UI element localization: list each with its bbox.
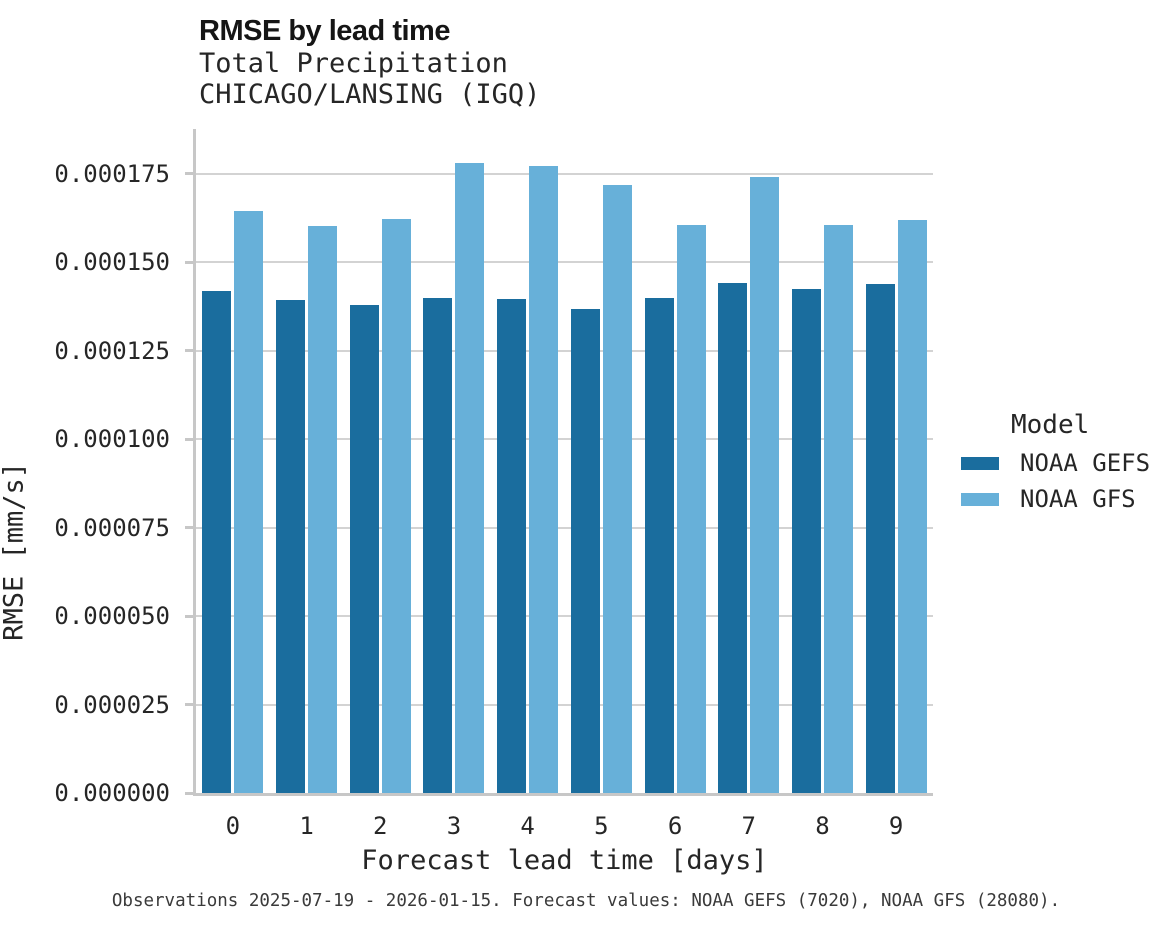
bar-noaa-gfs-lead-4 bbox=[529, 165, 559, 793]
x-tick-label: 8 bbox=[815, 812, 830, 840]
y-tick-label: 0.000175 bbox=[54, 159, 170, 188]
figure-caption: Observations 2025-07-19 - 2026-01-15. Fo… bbox=[111, 891, 1061, 911]
y-tick-label: 0.000075 bbox=[54, 513, 170, 542]
y-tick-mark bbox=[185, 260, 196, 264]
y-tick-mark bbox=[185, 703, 196, 707]
chart-subtitle-station: CHICAGO/LANSING (IGQ) bbox=[199, 79, 541, 110]
x-tick-label: 1 bbox=[299, 812, 314, 840]
title-block: RMSE by lead time Total Precipitation CH… bbox=[199, 14, 540, 110]
bar-noaa-gfs-lead-2 bbox=[381, 218, 411, 793]
gridline bbox=[196, 703, 933, 706]
chart-title: RMSE by lead time bbox=[199, 15, 450, 47]
y-tick-label: 0.000025 bbox=[54, 690, 170, 719]
x-tick-label: 3 bbox=[446, 812, 462, 840]
bar-noaa-gefs-lead-4 bbox=[497, 299, 527, 793]
bar-noaa-gefs-lead-8 bbox=[791, 289, 821, 793]
y-tick-mark bbox=[185, 791, 196, 795]
x-tick-label: 9 bbox=[888, 812, 904, 840]
x-axis-title: Forecast lead time [days] bbox=[361, 845, 768, 876]
legend-entry-noaa-gfs: NOAA GFS bbox=[961, 486, 1150, 512]
y-tick-mark bbox=[185, 437, 196, 441]
x-tick-label: 6 bbox=[667, 812, 683, 840]
bar-noaa-gfs-lead-5 bbox=[602, 184, 632, 793]
legend-swatch-noaa-gefs bbox=[961, 456, 999, 470]
gridline bbox=[196, 438, 933, 441]
y-tick-mark bbox=[185, 172, 196, 176]
bar-noaa-gfs-lead-6 bbox=[676, 224, 706, 793]
bar-noaa-gfs-lead-1 bbox=[308, 225, 338, 793]
x-tick-label: 5 bbox=[594, 812, 609, 840]
y-tick-label: 0.000150 bbox=[54, 248, 170, 277]
bar-noaa-gefs-lead-7 bbox=[718, 283, 748, 793]
legend-label-noaa-gfs: NOAA GFS bbox=[1020, 485, 1136, 513]
x-tick-label: 2 bbox=[373, 812, 388, 840]
bar-noaa-gefs-lead-1 bbox=[276, 300, 306, 793]
y-axis-spine bbox=[193, 129, 196, 796]
bar-noaa-gfs-lead-9 bbox=[897, 220, 927, 793]
bar-noaa-gfs-lead-3 bbox=[455, 162, 485, 793]
gridline bbox=[196, 349, 933, 352]
legend-title: Model bbox=[1011, 410, 1090, 440]
x-tick-label: 7 bbox=[741, 812, 756, 840]
legend: Model NOAA GEFS NOAA GFS bbox=[961, 412, 1150, 512]
bar-noaa-gefs-lead-3 bbox=[423, 298, 453, 793]
y-tick-label: 0.000050 bbox=[54, 602, 170, 631]
gridline bbox=[196, 615, 933, 618]
chart-subtitle-variable: Total Precipitation bbox=[199, 48, 508, 79]
plot-area bbox=[185, 129, 933, 796]
y-tick-mark bbox=[185, 349, 196, 353]
legend-entry-noaa-gefs: NOAA GEFS bbox=[961, 450, 1150, 476]
x-tick-label: 4 bbox=[520, 812, 535, 840]
bar-noaa-gefs-lead-2 bbox=[349, 305, 379, 793]
legend-swatch-noaa-gfs bbox=[961, 492, 999, 506]
y-tick-label: 0.000125 bbox=[54, 336, 170, 365]
x-tick-label: 0 bbox=[225, 812, 241, 840]
x-axis-spine bbox=[193, 793, 933, 796]
bar-noaa-gefs-lead-9 bbox=[865, 284, 895, 793]
bar-noaa-gfs-lead-8 bbox=[823, 224, 853, 793]
bar-noaa-gfs-lead-0 bbox=[234, 211, 264, 793]
gridline bbox=[196, 172, 933, 175]
bar-noaa-gfs-lead-7 bbox=[750, 176, 780, 793]
y-tick-mark bbox=[185, 526, 196, 530]
gridline bbox=[196, 261, 933, 264]
y-tick-mark bbox=[185, 614, 196, 618]
y-tick-label: 0.000000 bbox=[54, 779, 170, 807]
legend-label-noaa-gefs: NOAA GEFS bbox=[1020, 449, 1151, 477]
bar-noaa-gefs-lead-0 bbox=[202, 290, 232, 793]
bar-noaa-gefs-lead-6 bbox=[644, 297, 674, 793]
bar-noaa-gefs-lead-5 bbox=[570, 309, 600, 793]
y-tick-label: 0.000100 bbox=[54, 425, 170, 454]
gridline bbox=[196, 526, 933, 529]
